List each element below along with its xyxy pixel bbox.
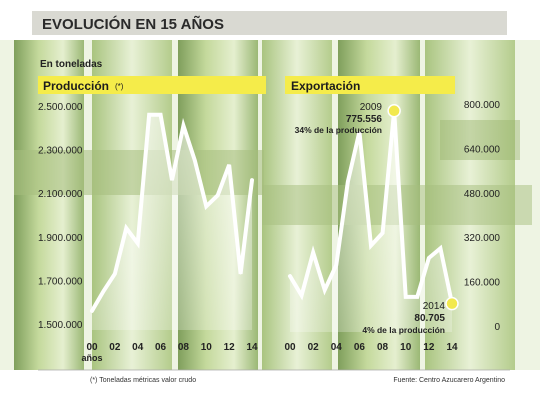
x-tick-label: 04: [132, 342, 144, 353]
x-tick-label: 12: [224, 342, 236, 353]
x-tick-label: 08: [178, 342, 190, 353]
data-point: [300, 294, 303, 297]
annotation-2014-year: 2014: [423, 301, 446, 312]
x-tick-label: 06: [354, 342, 366, 353]
y-tick-label: 1.500.000: [38, 320, 83, 331]
highlight-dot-2014: [445, 296, 459, 311]
data-point: [137, 242, 139, 244]
data-point: [217, 194, 219, 196]
data-point: [416, 296, 418, 298]
y-tick-label: 640.000: [464, 144, 501, 155]
y-tick-label: 1.900.000: [38, 233, 83, 244]
annotation-2009-year: 2009: [360, 102, 383, 113]
production-chart: 1.500.000 1.700.000 1.900.000 2.100.000 2.30…: [38, 102, 258, 363]
unit-label: En toneladas: [40, 59, 103, 70]
y-tick-label: 2.100.000: [38, 189, 83, 200]
x-tick-label: 00: [284, 342, 296, 353]
production-title-mark: (*): [115, 82, 124, 91]
y-tick-label: 2.300.000: [38, 146, 83, 157]
x-tick-label: 10: [400, 342, 412, 353]
x-axis-note: años: [81, 353, 102, 363]
annotation-2009-note: 34% de la producción: [295, 125, 382, 135]
x-tick-label: 02: [109, 342, 121, 353]
annotation-2014-note: 4% de la producción: [362, 325, 445, 335]
annotation-2014-value: 80.705: [414, 313, 445, 324]
y-tick-label: 320.000: [464, 233, 501, 244]
data-point: [335, 264, 337, 266]
title-band: [32, 11, 507, 35]
export-title: Exportación: [291, 79, 360, 93]
series-area: [92, 114, 252, 330]
data-point: [171, 179, 173, 181]
x-tick-label: 04: [331, 342, 343, 353]
x-tick-label: 08: [377, 342, 389, 353]
y-tick-label: 0: [494, 322, 500, 333]
data-point: [358, 131, 361, 133]
data-point: [251, 179, 253, 181]
annotation-2009-value: 775.556: [346, 114, 383, 125]
data-point: [370, 244, 372, 247]
x-tick-label: 14: [246, 342, 258, 353]
x-tick-label: 00: [86, 342, 98, 353]
data-point: [102, 290, 105, 292]
y-tick-label: 1.700.000: [38, 276, 83, 287]
data-point: [228, 164, 230, 166]
y-tick-label: 800.000: [464, 100, 501, 111]
series-area: [290, 110, 452, 333]
data-point: [159, 114, 162, 116]
data-point: [182, 125, 185, 127]
data-point: [439, 247, 442, 249]
data-point: [205, 205, 207, 207]
export-label-band: [285, 76, 455, 94]
data-point: [91, 310, 93, 312]
data-point: [428, 257, 430, 259]
export-chart: 0 160.000 320.000 480.000 640.000 800.000 00 02…: [284, 100, 500, 353]
y-tick-label: 160.000: [464, 278, 501, 289]
footnote: (*) Toneladas métricas valor crudo: [90, 377, 196, 384]
x-tick-label: 12: [423, 342, 435, 353]
highlight-dot-2009: [387, 104, 401, 118]
x-tick-label: 14: [446, 342, 458, 353]
source-note: Fuente: Centro Azucarero Argentino: [393, 377, 505, 384]
data-point: [148, 114, 150, 116]
data-point: [405, 296, 407, 298]
data-point: [239, 273, 242, 275]
x-tick-label: 06: [155, 342, 167, 353]
y-tick-label: 480.000: [464, 189, 501, 200]
data-point: [381, 232, 384, 234]
data-point: [289, 275, 291, 277]
data-point: [114, 273, 116, 275]
page-title: EVOLUCIÓN EN 15 AÑOS: [42, 15, 224, 33]
x-tick-label: 10: [201, 342, 213, 353]
data-point: [312, 251, 314, 254]
production-label-band: [38, 76, 266, 94]
data-point: [194, 159, 196, 162]
y-tick-label: 2.500.000: [38, 102, 83, 113]
data-point: [125, 227, 127, 229]
x-tick-label: 02: [308, 342, 320, 353]
data-point: [324, 289, 326, 291]
footer-bg: [0, 370, 540, 405]
data-point: [347, 181, 349, 183]
production-title: Producción: [43, 79, 109, 93]
